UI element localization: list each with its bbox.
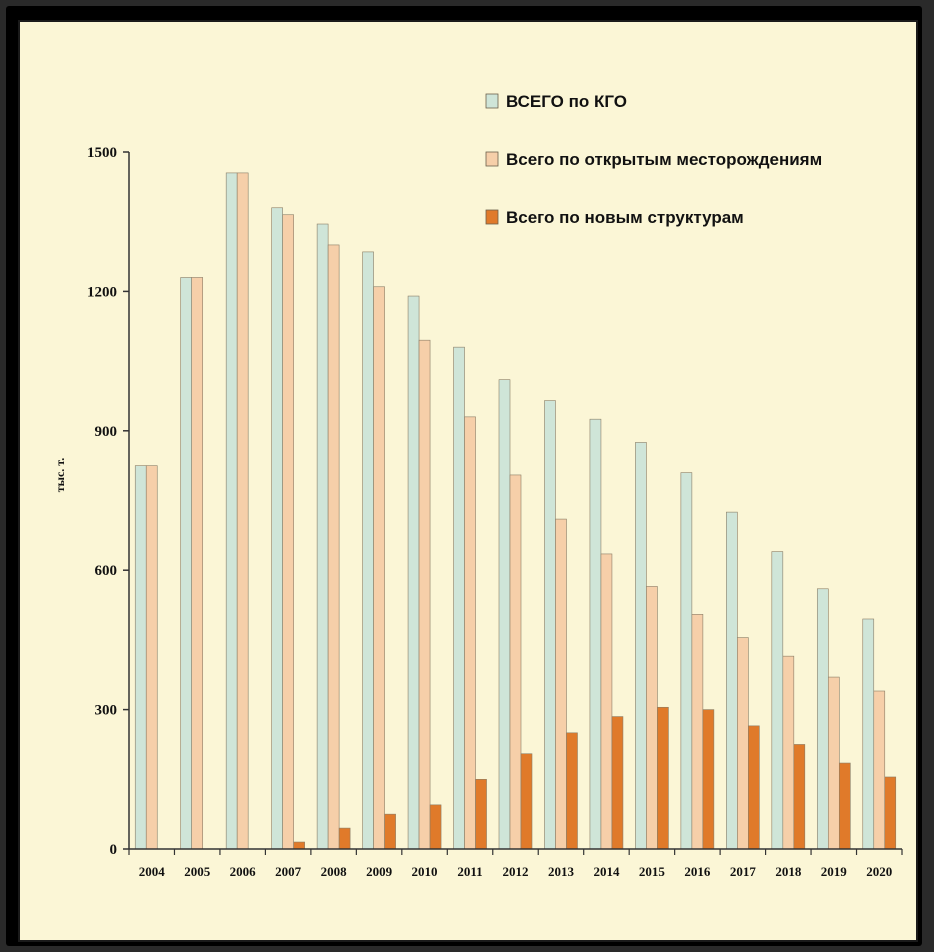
bar-series-2-2020 — [873, 690, 886, 850]
bar-series-3-2007 — [293, 841, 305, 850]
x-tick-label: 2015 — [639, 864, 666, 879]
x-tick-label: 2006 — [230, 864, 256, 879]
x-tick-label: 2020 — [866, 864, 892, 879]
x-tick-label: 2009 — [366, 864, 393, 879]
chart-panel: 0 300 600 900 1200 1500 2004 2005 2006 2007 2008 2… — [18, 20, 918, 942]
x-tick-label: 2011 — [457, 864, 482, 879]
bar-series-3-2009 — [384, 813, 396, 850]
x-tick-label: 2004 — [139, 864, 166, 879]
bar-series-1-2004 — [134, 465, 147, 850]
legend-label-3: Всего по новым структурам — [506, 208, 744, 227]
bar-series-2-2019 — [827, 676, 840, 850]
bar-series-3-2010 — [429, 804, 442, 850]
bar-series-1-2011 — [453, 346, 465, 850]
bar-series-3-2018 — [793, 744, 806, 850]
legend: ВСЕГО по КГО Всего по открытым месторожде… — [485, 92, 822, 227]
bar-series-1-2016 — [680, 472, 693, 850]
bar-series-2-2005 — [191, 277, 204, 850]
bar-series-3-2012 — [520, 753, 533, 850]
image-frame: 0 300 600 900 1200 1500 2004 2005 2006 2007 2008 2… — [6, 6, 922, 946]
bar-series-1-2015 — [635, 442, 647, 850]
bar-series-2-2014 — [600, 553, 613, 850]
x-tick-label: 2014 — [593, 864, 620, 879]
x-tick-label: 2010 — [412, 864, 438, 879]
bar-series-2-2004 — [145, 465, 158, 850]
y-tick-label: 300 — [95, 703, 118, 719]
bar-series-3-2017 — [748, 725, 760, 850]
y-tick-label: 1200 — [87, 284, 117, 300]
bar-series-1-2012 — [498, 379, 511, 850]
bar-series-1-2009 — [362, 251, 374, 850]
bar-series-3-2015 — [657, 706, 669, 850]
bar-series-3-2013 — [566, 732, 578, 850]
legend-swatch-1 — [485, 93, 499, 109]
y-tick-label: 0 — [110, 842, 118, 858]
bar-series-3-2016 — [702, 709, 715, 850]
bar-series-2-2006 — [236, 172, 249, 850]
bar-series-2-2018 — [782, 655, 795, 850]
bar-series-1-2006 — [225, 172, 238, 850]
bar-series-2-2013 — [555, 518, 567, 850]
x-tick-label: 2008 — [321, 864, 348, 879]
x-tick-label: 2016 — [684, 864, 711, 879]
x-tick-label: 2017 — [730, 864, 757, 879]
x-tick-label: 2012 — [503, 864, 529, 879]
bar-series-1-2017 — [726, 511, 738, 850]
y-tick-label: 900 — [95, 424, 118, 440]
bar-series-2-2012 — [509, 474, 522, 850]
y-tick-label: 1500 — [87, 145, 117, 161]
bars — [134, 172, 897, 850]
bar-series-1-2010 — [407, 295, 420, 850]
bar-series-1-2019 — [816, 588, 829, 850]
x-tick-label: 2013 — [548, 864, 575, 879]
y-ticks: 0 300 600 900 1200 1500 — [87, 145, 129, 858]
x-ticks: 2004 2005 2006 2007 2008 2009 2010 2011 2012 2013… — [128, 849, 903, 879]
bar-series-3-2008 — [338, 827, 351, 850]
bar-series-3-2014 — [611, 716, 624, 850]
bar-series-1-2005 — [180, 277, 193, 850]
bar-series-2-2009 — [373, 286, 385, 850]
bar-series-1-2018 — [771, 551, 784, 850]
bar-series-3-2019 — [838, 762, 851, 850]
bar-series-1-2008 — [316, 223, 329, 850]
legend-swatch-2 — [485, 151, 499, 167]
x-tick-label: 2018 — [775, 864, 802, 879]
legend-label-1: ВСЕГО по КГО — [506, 92, 627, 111]
bar-series-2-2017 — [737, 637, 749, 850]
bar-series-2-2016 — [691, 614, 704, 850]
legend-label-2: Всего по открытым месторождениям — [506, 150, 822, 169]
bar-series-3-2020 — [884, 776, 897, 850]
bar-series-2-2010 — [418, 339, 431, 850]
bar-series-2-2007 — [282, 214, 294, 850]
bar-series-1-2020 — [862, 618, 875, 850]
y-tick-label: 600 — [95, 563, 118, 579]
legend-swatch-3 — [485, 209, 499, 225]
x-tick-label: 2007 — [275, 864, 302, 879]
bar-series-3-2011 — [475, 778, 487, 850]
x-tick-label: 2005 — [184, 864, 211, 879]
bar-series-1-2013 — [544, 400, 556, 850]
bar-series-2-2008 — [327, 244, 340, 850]
y-axis-label: тыс. т. — [53, 458, 67, 493]
bar-series-1-2007 — [271, 207, 283, 850]
x-tick-label: 2019 — [821, 864, 848, 879]
bar-series-2-2011 — [464, 416, 476, 850]
bar-series-1-2014 — [589, 418, 602, 850]
bar-series-2-2015 — [646, 586, 658, 850]
